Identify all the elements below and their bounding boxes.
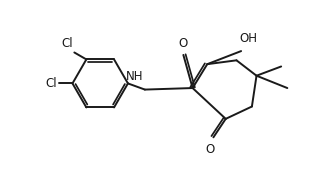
Text: O: O: [206, 143, 215, 156]
Text: Cl: Cl: [46, 77, 57, 90]
Text: O: O: [179, 37, 188, 50]
Text: OH: OH: [240, 32, 258, 45]
Text: NH: NH: [126, 70, 144, 83]
Text: Cl: Cl: [61, 37, 73, 50]
